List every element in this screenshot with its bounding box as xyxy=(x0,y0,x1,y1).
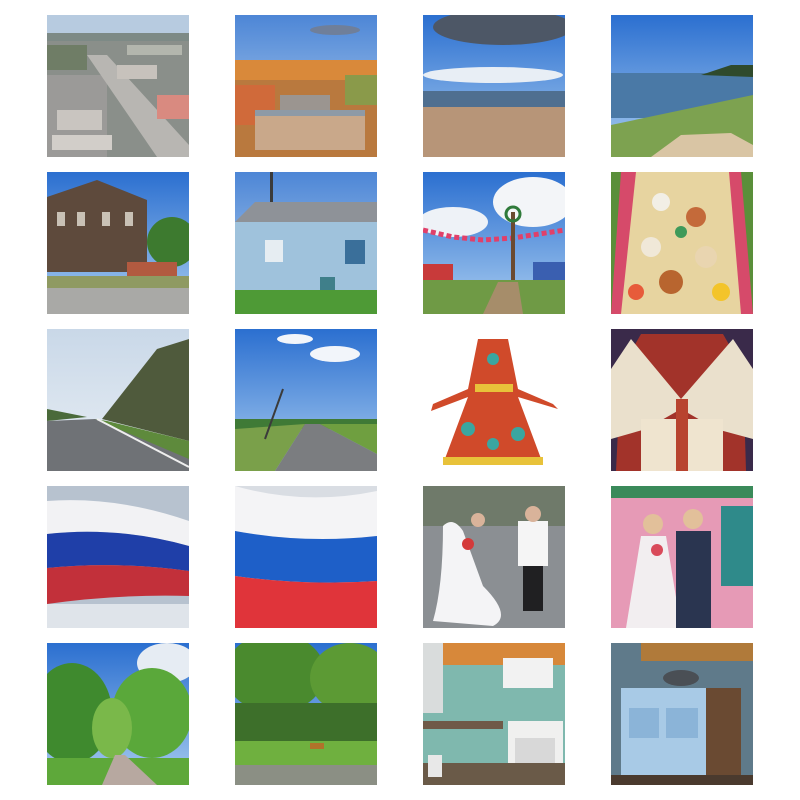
photo-road-forest xyxy=(47,329,189,471)
photo-wedding-2 xyxy=(611,486,753,628)
photo-food-table xyxy=(611,172,753,314)
photo-flag-2 xyxy=(235,486,377,628)
photo-kitchen-1 xyxy=(423,643,565,785)
photo-fur-coat xyxy=(611,329,753,471)
photo-park-2 xyxy=(235,643,377,785)
photo-wedding-1 xyxy=(423,486,565,628)
photo-park-1 xyxy=(47,643,189,785)
photo-wooden-house xyxy=(47,172,189,314)
photo-folk-dress xyxy=(423,329,565,471)
photo-kitchen-2 xyxy=(611,643,753,785)
photo-city-aerial xyxy=(47,15,189,157)
photo-blue-house xyxy=(235,172,377,314)
photo-festival xyxy=(423,172,565,314)
photo-flag-1 xyxy=(47,486,189,628)
photo-road-field xyxy=(235,329,377,471)
photo-town-view xyxy=(235,15,377,157)
photo-beach xyxy=(423,15,565,157)
photo-lake xyxy=(611,15,753,157)
